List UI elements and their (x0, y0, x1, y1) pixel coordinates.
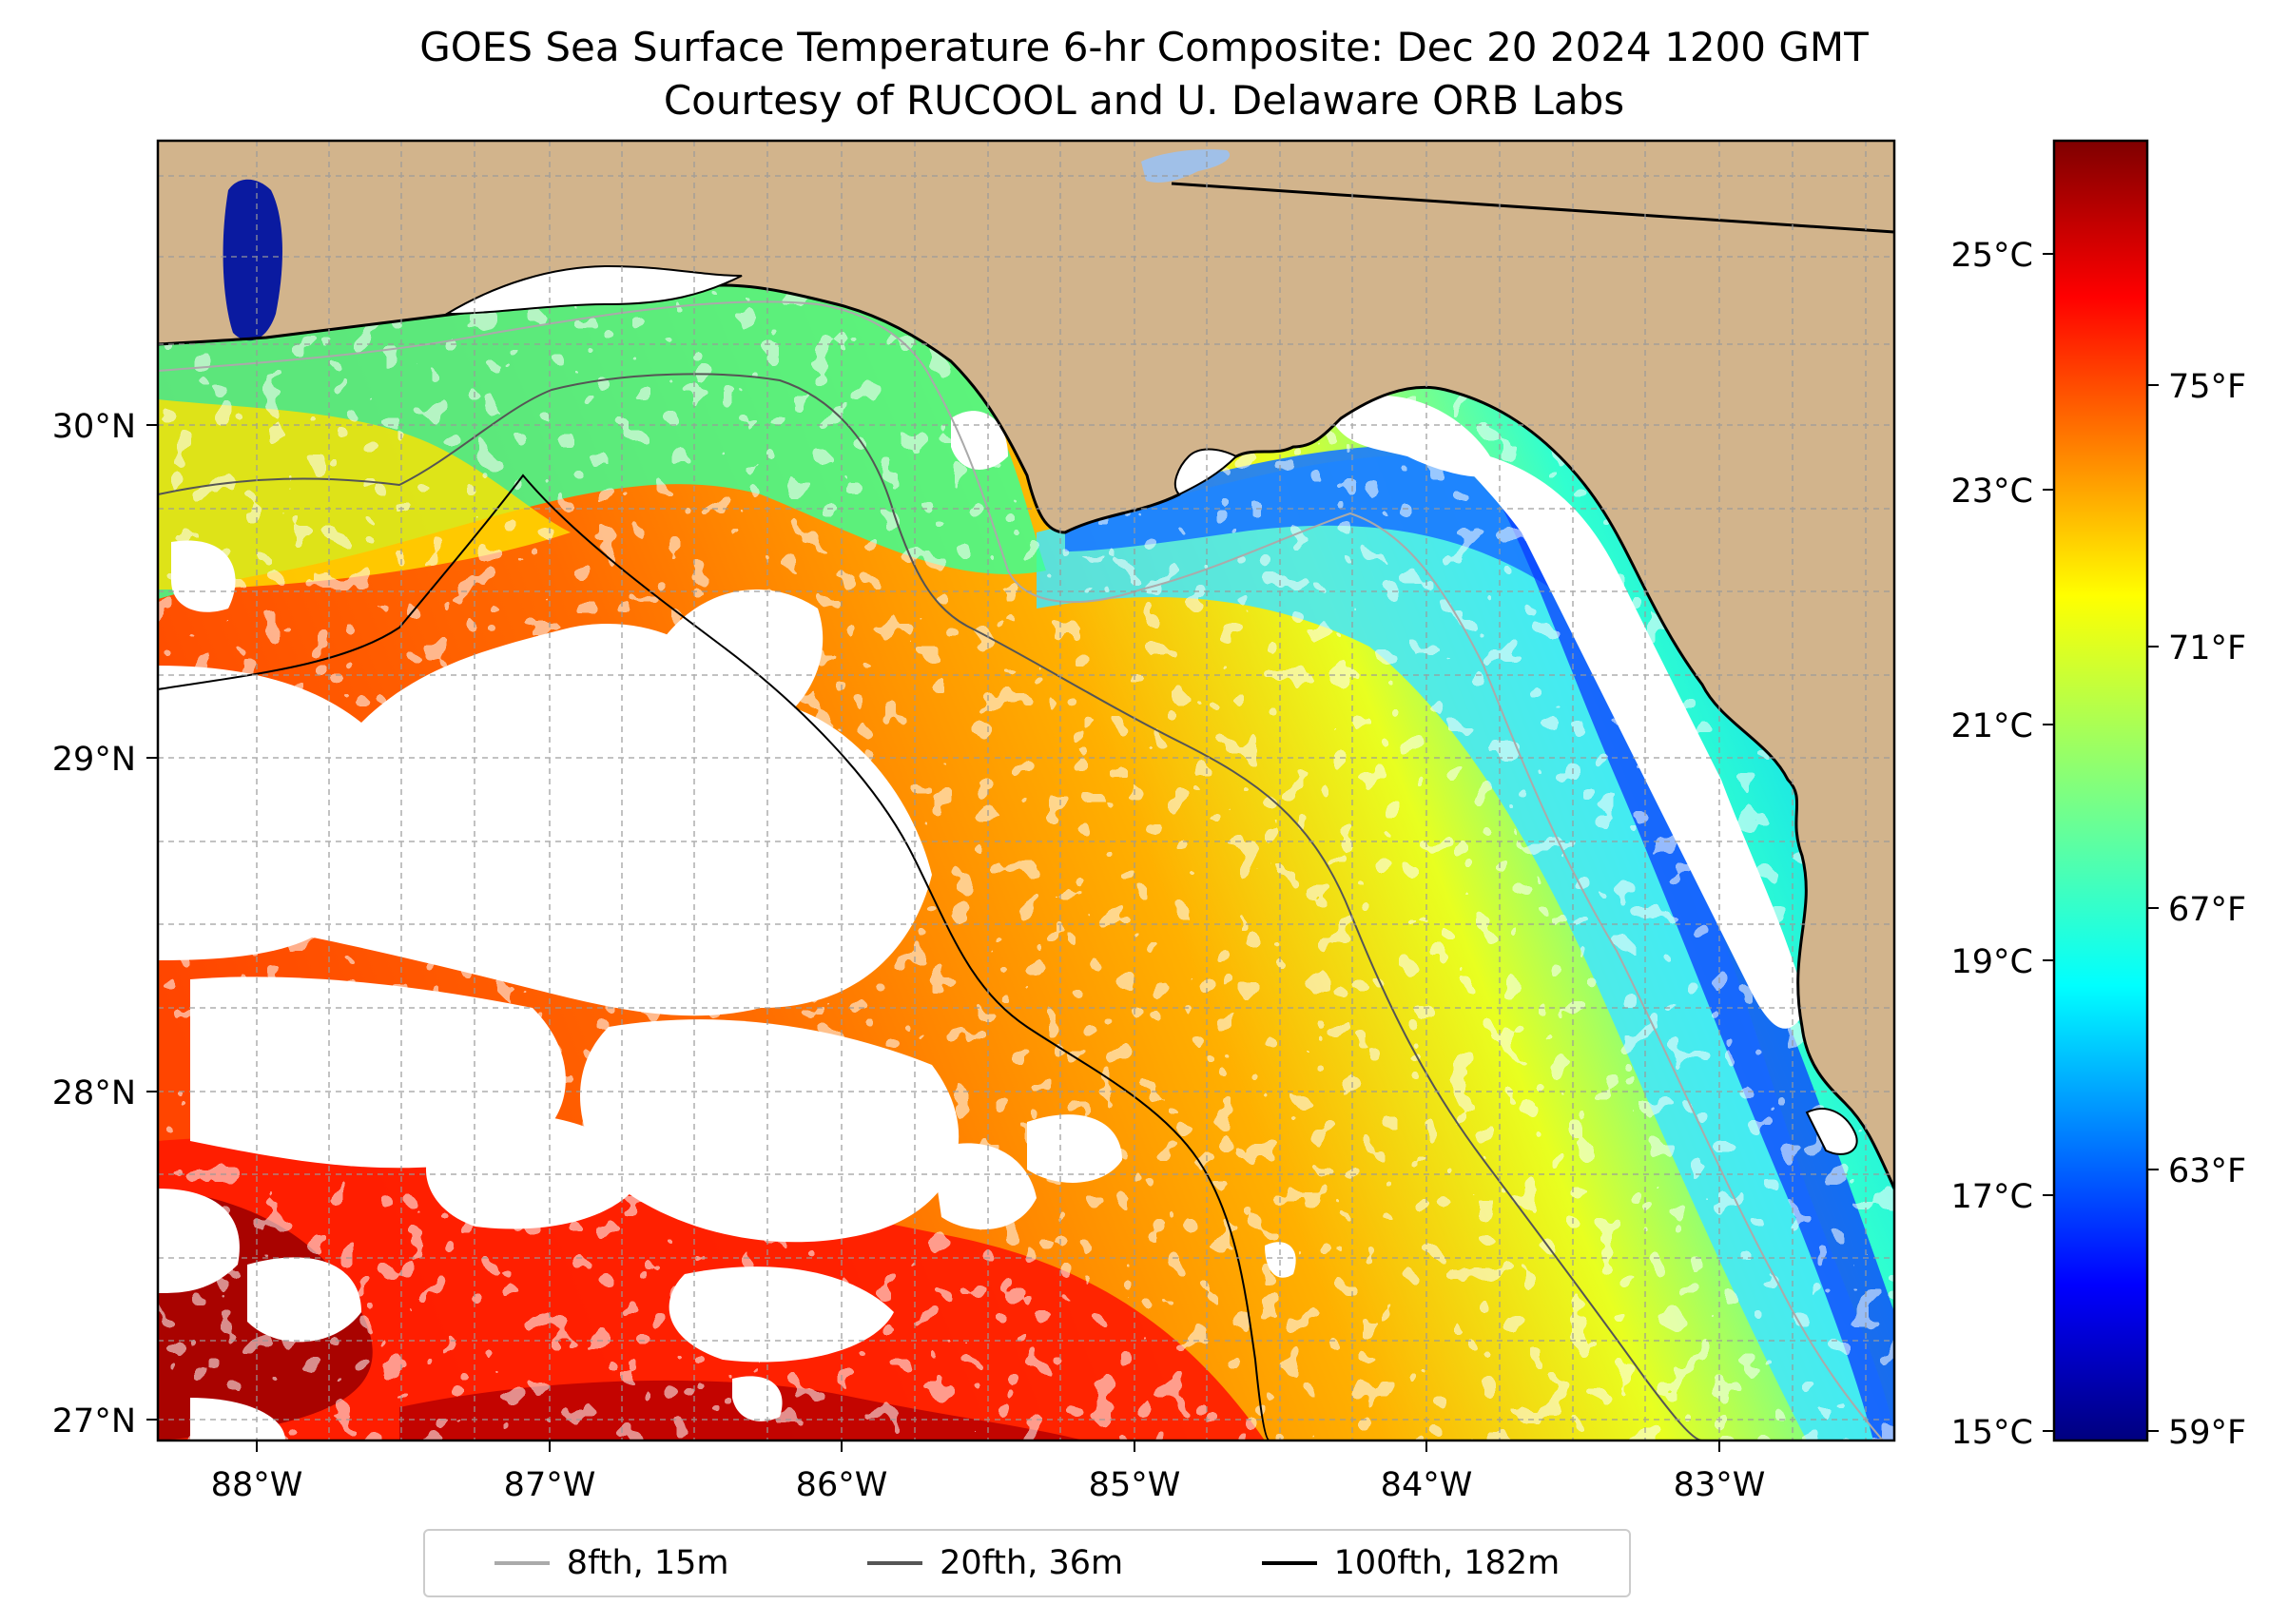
cbar-c-23: 23°C (1951, 473, 2033, 511)
legend-item-100fth: 100fth, 182m (1261, 1544, 1561, 1582)
title-line-1: GOES Sea Surface Temperature 6-hr Compos… (419, 24, 1869, 70)
legend-item-20fth: 20fth, 36m (867, 1544, 1123, 1582)
lon-label-84w: 84°W (1381, 1466, 1473, 1504)
legend-swatch-20fth (867, 1561, 923, 1565)
lat-label-27n: 27°N (52, 1402, 136, 1440)
legend-swatch-8fth (494, 1561, 550, 1565)
cbar-c-19: 19°C (1951, 943, 2033, 981)
colorbar-celsius-labels: 25°C 23°C 21°C 19°C 17°C 15°C (1951, 237, 2033, 1452)
legend-swatch-100fth (1261, 1561, 1317, 1565)
isobath-legend: 8fth, 15m 20fth, 36m 100fth, 182m (423, 1529, 1631, 1597)
cbar-c-15: 15°C (1951, 1414, 2033, 1452)
legend-label-100fth: 100fth, 182m (1333, 1544, 1561, 1582)
apalachicola-bay (1173, 448, 1238, 496)
colorbar-ticks (2043, 253, 2159, 1432)
lon-label-88w: 88°W (211, 1466, 303, 1504)
tampa-bay (1805, 1108, 1858, 1155)
lat-label-30n: 30°N (52, 408, 136, 446)
panhandle-bays (443, 264, 743, 316)
lon-label-83w: 83°W (1674, 1466, 1766, 1504)
title-line-2: Courtesy of RUCOOL and U. Delaware ORB L… (663, 77, 1625, 124)
cbar-f-75: 75°F (2168, 368, 2246, 406)
lat-label-28n: 28°N (52, 1074, 136, 1112)
colorbar (2052, 139, 2149, 1442)
lon-axis-labels: 88°W 87°W 86°W 85°W 84°W 83°W (211, 1466, 1766, 1504)
plot-frame (156, 139, 1896, 1442)
cbar-c-25: 25°C (1951, 237, 2033, 275)
land-mass (158, 141, 1894, 1189)
lon-label-87w: 87°W (504, 1466, 596, 1504)
cbar-c-21: 21°C (1951, 707, 2033, 745)
lat-axis-labels: 30°N 29°N 28°N 27°N (52, 408, 136, 1440)
state-boundary (1171, 182, 1894, 234)
lon-label-85w: 85°W (1089, 1466, 1181, 1504)
legend-label-8fth: 8fth, 15m (566, 1544, 729, 1582)
gridlines (158, 141, 1894, 1440)
cbar-f-59: 59°F (2168, 1414, 2246, 1452)
sst-plot-area (158, 141, 1894, 1440)
isobath-8fth (158, 300, 1884, 1440)
axis-ticks (146, 424, 1720, 1452)
cbar-f-71: 71°F (2168, 629, 2246, 667)
isobath-20fth (158, 373, 1703, 1440)
legend-label-20fth: 20fth, 36m (940, 1544, 1124, 1582)
colorbar-fahrenheit-labels: 75°F 71°F 67°F 63°F 59°F (2168, 368, 2246, 1452)
cbar-c-17: 17°C (1951, 1178, 2033, 1216)
lat-label-29n: 29°N (52, 741, 136, 779)
isobath-100fth (158, 474, 1270, 1440)
legend-item-8fth: 8fth, 15m (494, 1544, 729, 1582)
lake (1141, 149, 1231, 183)
cbar-f-63: 63°F (2168, 1152, 2246, 1190)
lon-label-86w: 86°W (796, 1466, 888, 1504)
cbar-f-67: 67°F (2168, 891, 2246, 929)
mobile-bay (223, 179, 282, 341)
